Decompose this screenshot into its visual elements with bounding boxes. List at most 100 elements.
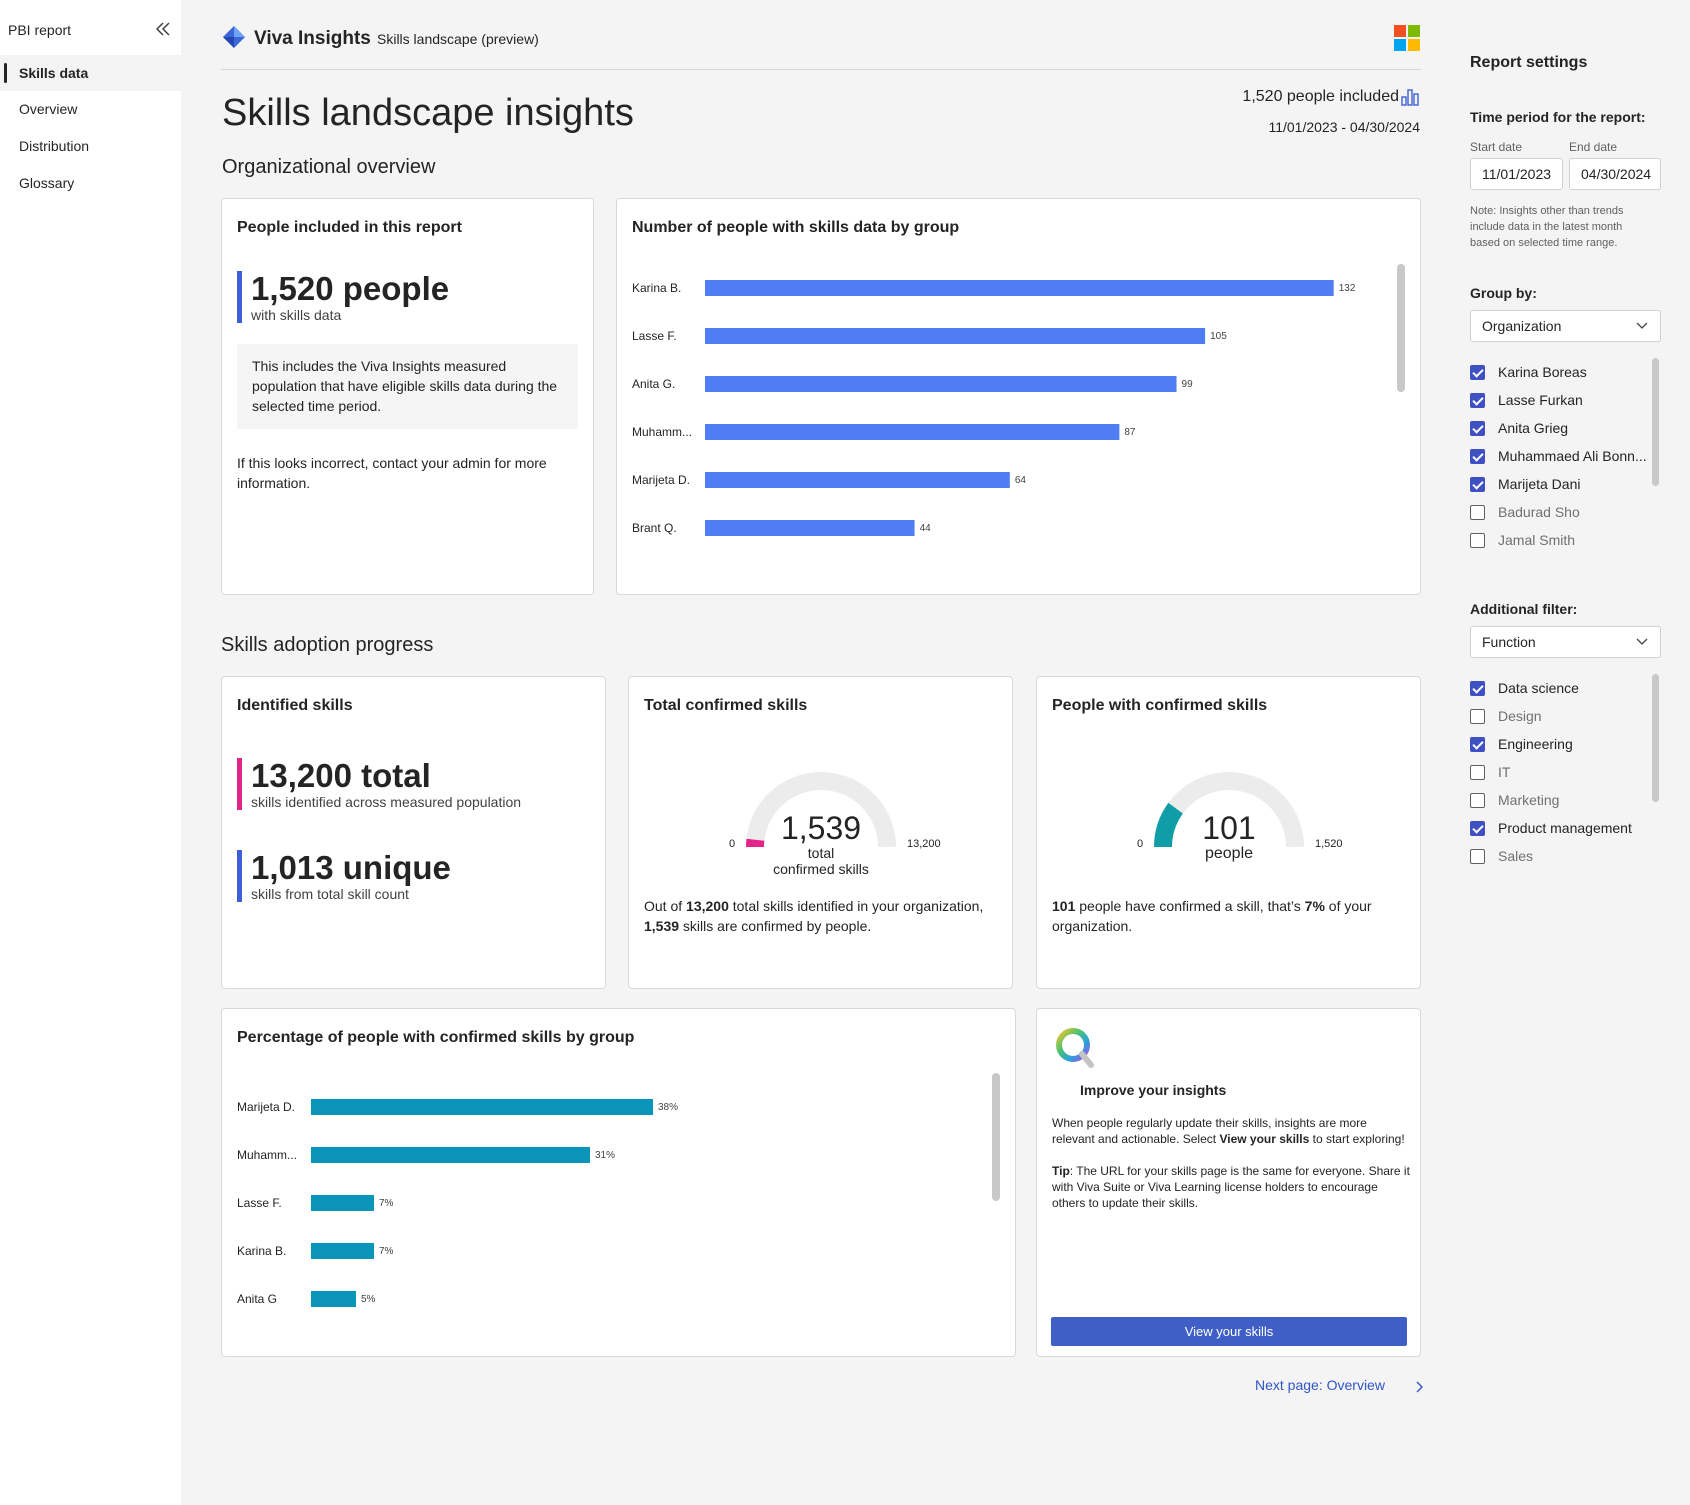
nav-item-glossary[interactable]: Glossary: [19, 175, 75, 191]
gauge-max: 13,200: [907, 838, 941, 850]
checkbox-label: Karina Boreas: [1498, 364, 1587, 380]
filter-value: Function: [1482, 634, 1536, 650]
nav-title: PBI report: [8, 22, 72, 38]
group-bar-chart: Karina B. 132 Lasse F. 105 Anita G. 99 Muhamm.…: [632, 280, 1356, 536]
bar: [311, 1291, 356, 1307]
checkbox-box[interactable]: [1470, 765, 1485, 780]
category-label: Marijeta D.: [632, 473, 690, 487]
group-checkbox[interactable]: Lasse Furkan: [1470, 386, 1650, 414]
group-by-dropdown[interactable]: Organization: [1470, 310, 1661, 342]
checkbox-box[interactable]: [1470, 821, 1485, 836]
settings-title: Report settings: [1470, 54, 1588, 71]
bar-chart-icon[interactable]: [1400, 88, 1420, 106]
report-nav: PBI report Skills data Overview Distribu…: [0, 0, 181, 1505]
additional-filter-label: Additional filter:: [1470, 601, 1578, 617]
card-title: Total confirmed skills: [644, 697, 808, 714]
category-label: Marijeta D.: [237, 1100, 295, 1114]
nav-item-distribution[interactable]: Distribution: [19, 138, 90, 154]
bar: [311, 1099, 653, 1115]
bar: [311, 1195, 374, 1211]
checkbox-box[interactable]: [1470, 533, 1485, 548]
function-checkbox[interactable]: Data science: [1470, 674, 1650, 702]
gauge-max: 1,520: [1315, 838, 1343, 850]
group-checkbox[interactable]: Badurad Sho: [1470, 498, 1650, 526]
function-checkbox[interactable]: Engineering: [1470, 730, 1650, 758]
function-filter-dropdown[interactable]: Function: [1470, 626, 1661, 658]
improve-title: Improve your insights: [1080, 1082, 1227, 1098]
group-checkbox-list: Karina Boreas Lasse Furkan Anita Grieg Muha…: [1470, 358, 1660, 554]
report-header: Viva Insights Skills landscape (preview): [221, 20, 1421, 70]
function-checkbox[interactable]: Sales: [1470, 842, 1650, 870]
category-label: Lasse F.: [632, 329, 677, 343]
confirmed-skills-card: Total confirmed skills 1,539 total confi…: [628, 676, 1013, 989]
checkbox-box[interactable]: [1470, 681, 1485, 696]
checkbox-box[interactable]: [1470, 365, 1485, 380]
category-label: Muhamm...: [237, 1148, 297, 1162]
microsoft-logo-icon: [1394, 25, 1420, 51]
checkbox-box[interactable]: [1470, 793, 1485, 808]
group-checkbox[interactable]: Marijeta Dani: [1470, 470, 1650, 498]
gauge-value: 101 people: [1167, 811, 1291, 863]
people-confirmed-card: People with confirmed skills 101 people …: [1036, 676, 1421, 989]
admin-note: If this looks incorrect, contact your ad…: [237, 455, 547, 491]
gauge-track: [746, 772, 896, 848]
checkbox-label: Sales: [1498, 848, 1534, 864]
start-date-input[interactable]: 11/01/2023: [1470, 158, 1563, 190]
group-list-scrollbar[interactable]: [1652, 358, 1659, 486]
end-date-input[interactable]: 04/30/2024: [1569, 158, 1661, 190]
view-your-skills-button[interactable]: View your skills: [1051, 1317, 1407, 1346]
next-page-link[interactable]: Next page: Overview: [1255, 1377, 1385, 1393]
total-skills-sub: skills identified across measured popula…: [251, 794, 522, 810]
card-title: Number of people with skills data by gro…: [632, 219, 960, 236]
chart-scrollbar[interactable]: [992, 1073, 1000, 1201]
chevron-right-icon[interactable]: [1414, 1380, 1424, 1394]
brand-name: Viva Insights: [254, 28, 371, 49]
total-skills-stat: 13,200 total skills identified across me…: [237, 758, 521, 810]
report-subtitle: Skills landscape (preview): [377, 31, 539, 47]
value-label: 7%: [379, 1246, 394, 1257]
nav-item-skills-data[interactable]: Skills data: [0, 55, 181, 91]
checkbox-label: Lasse Furkan: [1498, 392, 1583, 408]
checkbox-label: Jamal Smith: [1498, 532, 1576, 548]
gauge-min: 0: [1137, 838, 1144, 850]
function-checkbox[interactable]: IT: [1470, 758, 1650, 786]
gauge-value: 1,539 total confirmed skills: [759, 811, 883, 877]
checkbox-box[interactable]: [1470, 849, 1485, 864]
checkbox-box[interactable]: [1470, 709, 1485, 724]
checkbox-box[interactable]: [1470, 393, 1485, 408]
value-label: 38%: [658, 1102, 678, 1113]
function-list-scrollbar[interactable]: [1652, 674, 1659, 802]
bar: [311, 1147, 590, 1163]
group-checkbox[interactable]: Jamal Smith: [1470, 526, 1650, 554]
end-date-label: End date: [1569, 140, 1618, 154]
checkbox-box[interactable]: [1470, 505, 1485, 520]
group-by-value: Organization: [1482, 318, 1562, 334]
function-checkbox[interactable]: Product management: [1470, 814, 1650, 842]
group-checkbox[interactable]: Anita Grieg: [1470, 414, 1650, 442]
bar: [311, 1243, 374, 1259]
time-range-note: Note: Insights other than trends include…: [1470, 205, 1624, 249]
nav-item-overview[interactable]: Overview: [19, 101, 78, 117]
bar: [705, 520, 915, 536]
bar: [705, 376, 1177, 392]
group-checkbox[interactable]: Karina Boreas: [1470, 358, 1650, 386]
value-label: 87: [1124, 427, 1136, 438]
people-confirmed-sub: people: [1204, 845, 1254, 862]
value-label: 64: [1015, 475, 1027, 486]
identified-skills-card: Identified skills 13,200 total skills id…: [221, 676, 606, 989]
checkbox-label: Muhammaed Ali Bonn...: [1498, 448, 1647, 464]
chart-scrollbar[interactable]: [1397, 264, 1405, 392]
value-label: 5%: [361, 1294, 376, 1305]
checkbox-box[interactable]: [1470, 477, 1485, 492]
confirmed-value: 1,539: [780, 810, 862, 846]
checkbox-box[interactable]: [1470, 421, 1485, 436]
category-label: Lasse F.: [237, 1196, 282, 1210]
report-date-range: 11/01/2023 - 04/30/2024: [1268, 119, 1420, 135]
function-checkbox[interactable]: Marketing: [1470, 786, 1650, 814]
checkbox-box[interactable]: [1470, 449, 1485, 464]
group-checkbox[interactable]: Muhammaed Ali Bonn...: [1470, 442, 1650, 470]
checkbox-box[interactable]: [1470, 737, 1485, 752]
function-checkbox[interactable]: Design: [1470, 702, 1650, 730]
collapse-nav-icon[interactable]: [152, 18, 174, 40]
gauge-min: 0: [729, 838, 736, 850]
